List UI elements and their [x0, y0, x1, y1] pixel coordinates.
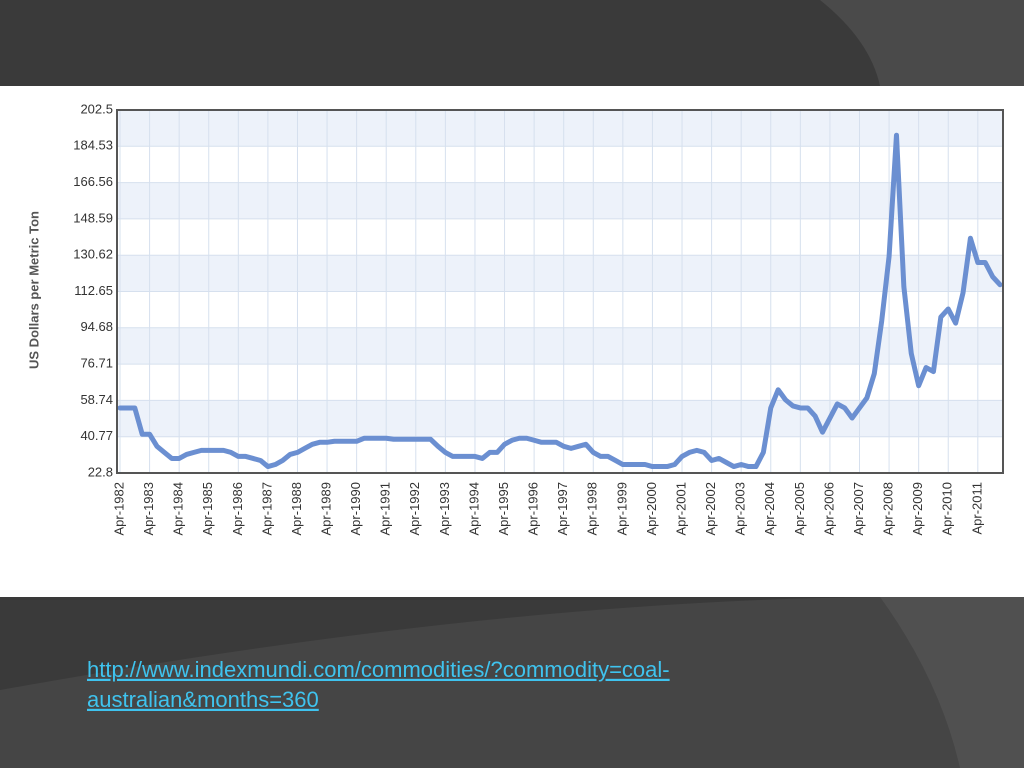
x-tick-label: Apr-1982	[111, 482, 126, 535]
y-tick-label: 22.8	[88, 464, 113, 479]
link-text[interactable]: http://www.indexmundi.com/commodities/?c…	[87, 657, 670, 682]
grid-band	[117, 182, 1003, 219]
x-tick-label: Apr-1996	[526, 482, 541, 535]
x-tick-label: Apr-1987	[259, 482, 274, 535]
grid-band	[117, 255, 1003, 292]
x-tick-label: Apr-2003	[733, 482, 748, 535]
chart: Apr-1982 Apr-1983 Apr-1984 Apr-1985 Apr-1986…	[73, 101, 1004, 535]
x-tick-label: Apr-1995	[496, 482, 511, 535]
x-tick-label: Apr-1988	[289, 482, 304, 535]
x-tick-label: Apr-2006	[821, 482, 836, 535]
y-tick-label: 58.74	[80, 392, 113, 407]
y-axis-label: US Dollars per Metric Ton	[26, 211, 41, 369]
y-tick-label: 76.71	[80, 356, 113, 371]
x-tick-label: Apr-2000	[644, 482, 659, 535]
decor	[880, 597, 1024, 768]
x-tick-label: Apr-1990	[348, 482, 363, 535]
grid-band	[117, 400, 1003, 437]
y-tick-label: 184.53	[73, 138, 113, 153]
x-tick-label: Apr-1999	[614, 482, 629, 535]
decor	[0, 597, 1024, 768]
x-tick-label: Apr-1998	[585, 482, 600, 535]
x-tick-label: Apr-1984	[171, 482, 186, 535]
x-tick-label: Apr-1991	[378, 482, 393, 535]
source-link[interactable]: http://www.indexmundi.com/commodities/?c…	[87, 657, 670, 712]
y-tick-label: 94.68	[80, 319, 113, 334]
x-tick-label: Apr-2008	[881, 482, 896, 535]
y-tick-label: 130.62	[73, 247, 113, 262]
x-tick-label: Apr-1985	[200, 482, 215, 535]
y-tick-label: 166.56	[73, 174, 113, 189]
grid-band	[117, 327, 1003, 365]
x-tick-label: Apr-1989	[318, 482, 333, 535]
y-tick-label: 40.77	[80, 428, 113, 443]
x-tick-label: Apr-2010	[940, 482, 955, 535]
x-tick-label: Apr-2009	[910, 482, 925, 535]
x-tick-label: Apr-1993	[437, 482, 452, 535]
x-tick-label: Apr-1992	[407, 482, 422, 535]
x-tick-label: Apr-2002	[703, 482, 718, 535]
y-tick-label: 148.59	[73, 210, 113, 225]
x-tick-label: Apr-2007	[851, 482, 866, 535]
x-tick-label: Apr-1994	[466, 482, 481, 535]
decor	[820, 0, 1024, 86]
x-tick-label: Apr-2005	[792, 482, 807, 535]
x-tick-label: Apr-1986	[230, 482, 245, 535]
x-tick-label: Apr-1997	[555, 482, 570, 535]
grid-band	[117, 110, 1003, 147]
plot-border	[116, 109, 1004, 474]
x-tick-label: Apr-2001	[673, 482, 688, 535]
y-tick-label: 112.65	[74, 283, 113, 298]
y-tick-label: 202.5	[80, 101, 113, 116]
x-tick-label: Apr-2011	[969, 482, 984, 535]
link-text[interactable]: australian&months=360	[87, 687, 319, 712]
x-tick-label: Apr-1983	[141, 482, 156, 535]
x-tick-label: Apr-2004	[762, 482, 777, 535]
data-line	[117, 132, 1003, 470]
